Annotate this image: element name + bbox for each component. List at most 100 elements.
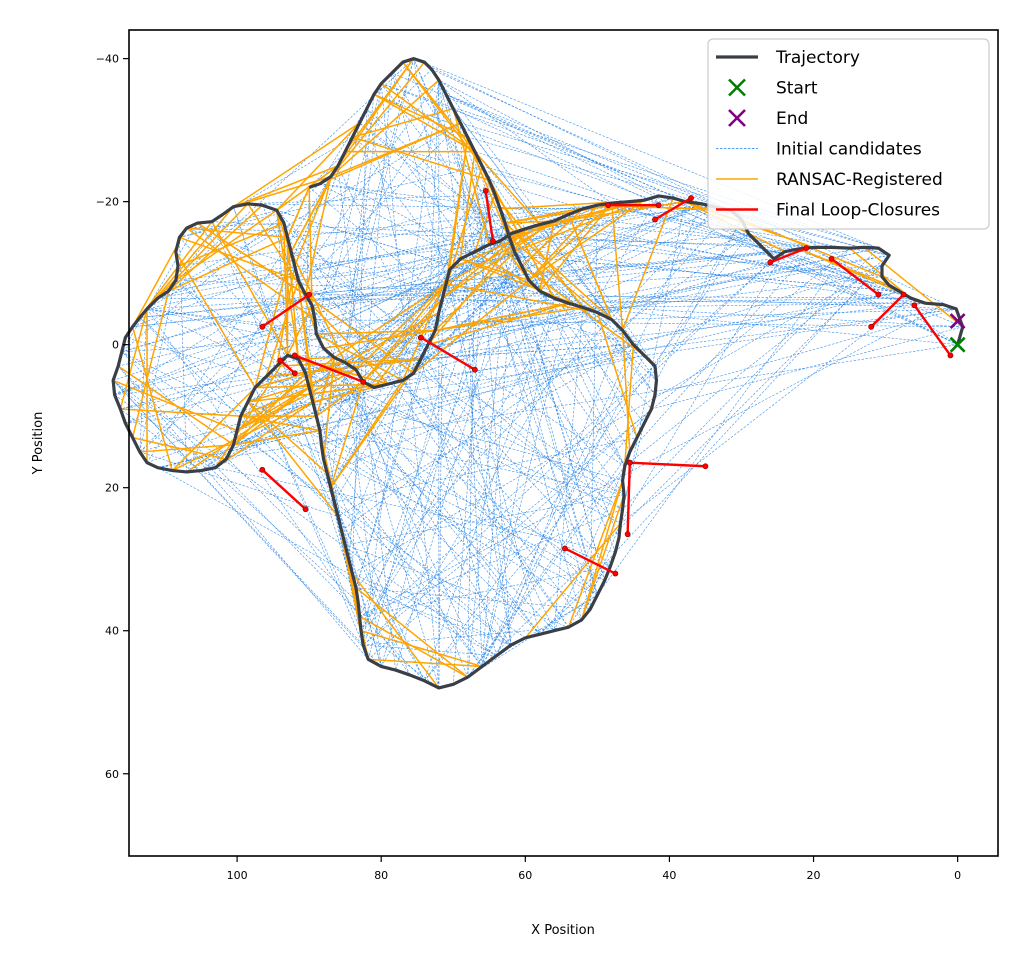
ransac-pair-line [215, 401, 314, 469]
end-marker-stroke [949, 313, 966, 329]
candidate-pair-line [391, 72, 541, 635]
candidate-pair-line [168, 222, 285, 292]
candidate-pair-line [355, 587, 512, 646]
legend: Trajectory Start End Initial candidates RANS… [707, 38, 990, 230]
loop-closure-endpoint [655, 202, 662, 209]
candidate-pair-line [360, 201, 631, 631]
candidate-pair-line [298, 79, 440, 281]
y-tick-label: 60 [105, 768, 119, 781]
x-tick-label: 100 [227, 869, 248, 882]
y-axis-ticks: −40 −20 0 20 40 60 [96, 53, 129, 781]
candidate-pair-line [359, 280, 530, 617]
candidate-pair-line [380, 83, 645, 424]
candidate-pair-line [233, 415, 317, 446]
candidate-pair-line [402, 308, 957, 381]
ransac-pair-line [402, 61, 476, 153]
candidate-pair-line [363, 644, 497, 657]
ransac-pair-line [355, 283, 447, 371]
candidate-pair-line [481, 165, 890, 286]
loop-closure-endpoint [489, 238, 496, 244]
ransac-pair-line [849, 247, 912, 299]
ransac-pair-line [305, 293, 415, 374]
final-loop-closure-line [294, 354, 364, 383]
loop-closure-endpoint [291, 352, 298, 359]
ransac-pair-line [276, 122, 361, 211]
candidate-pair-line [509, 237, 883, 278]
ransac-pair-line [236, 386, 310, 432]
candidate-pair-line [402, 380, 569, 628]
candidate-pair-line [179, 237, 555, 631]
candidate-pair-line [413, 58, 512, 646]
final-loop-closure-line [830, 257, 880, 296]
candidate-pair-line [233, 206, 335, 503]
start-marker-stroke [949, 336, 966, 353]
candidate-pair-line [334, 437, 638, 503]
ransac-pair-line [445, 137, 469, 284]
candidate-pair-line [373, 247, 814, 388]
ransac-pair-line [538, 220, 555, 292]
ransac-pair-line [360, 630, 483, 668]
candidate-pair-line [247, 204, 598, 403]
ransac-pair-line [286, 305, 313, 356]
ransac-pair-line [352, 136, 490, 181]
candidate-pair-line [672, 197, 958, 345]
ransac-pair-line [233, 429, 321, 446]
candidate-pair-line [355, 207, 717, 589]
candidate-pair-line [175, 280, 957, 310]
ransac-pair-line [232, 372, 307, 446]
candidate-pair-line [654, 219, 742, 367]
final-loop-closure-line [913, 304, 952, 357]
ransac-pair-line [297, 280, 318, 417]
candidate-pair-line [114, 280, 529, 396]
candidate-pair-line [312, 291, 901, 403]
ransac-pair-line [435, 306, 584, 332]
candidate-pair-line [305, 251, 785, 295]
candidate-pair-line [514, 251, 634, 345]
legend-item: RANSAC-Registered [716, 170, 943, 190]
candidate-pair-line [474, 151, 926, 304]
ransac-pair-line [197, 222, 306, 296]
final-loop-closure-line [261, 468, 307, 511]
ransac-pair-line [315, 333, 404, 382]
ransac-pair-line [211, 221, 289, 356]
candidate-pair-line [132, 251, 785, 328]
candidate-pair-line [402, 62, 510, 238]
candidate-pair-line [581, 523, 621, 621]
candidate-pair-line [514, 208, 584, 252]
candidate-pair-line [146, 202, 612, 310]
candidate-pair-line [197, 222, 623, 510]
loop-closure-endpoint [652, 216, 658, 223]
candidate-pair-line [319, 258, 461, 431]
ransac-pair-line [474, 251, 541, 292]
ransac-pair-line [508, 236, 598, 314]
legend-label: Trajectory [775, 48, 860, 68]
candidate-pair-line [460, 122, 483, 667]
final-loop-closure-line [629, 461, 706, 468]
candidate-pair-line [121, 351, 357, 589]
candidate-pair-line [435, 247, 865, 331]
ransac-pair-line [214, 354, 289, 469]
candidate-pair-line [120, 358, 299, 410]
candidate-pair-line [113, 269, 450, 381]
candidate-pair-line [319, 183, 890, 286]
loop-closure-endpoint [767, 259, 774, 266]
y-tick-label: −40 [96, 53, 119, 66]
candidate-pair-line [345, 494, 625, 546]
ransac-pair-line [275, 210, 300, 360]
candidate-pair-line [420, 209, 731, 360]
ransac-pair-line [435, 302, 569, 332]
candidate-pair-line [362, 247, 850, 646]
legend-label: Final Loop-Closures [776, 201, 940, 221]
loop-closure-endpoint [471, 366, 478, 373]
candidate-pair-line [438, 80, 512, 646]
candidate-pair-line [330, 312, 440, 488]
ransac-pair-line [863, 246, 964, 328]
loop-closure-endpoint [828, 255, 835, 262]
end-marker [949, 313, 966, 329]
x-tick-label: 0 [954, 869, 961, 882]
candidate-pair-line [355, 587, 591, 610]
candidate-pair-line [146, 265, 883, 310]
ransac-pair-line [283, 223, 289, 356]
candidate-pair-line [445, 94, 958, 345]
loop-closure-endpoint [277, 357, 284, 364]
